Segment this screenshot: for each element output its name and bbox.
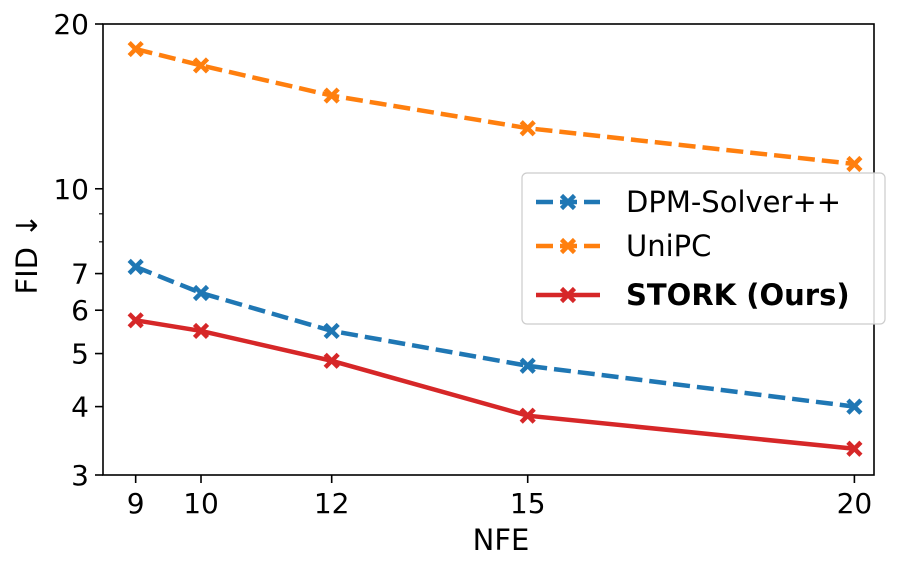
data-point-marker: [127, 312, 144, 329]
x-axis-ticks: 9 10 12 15 20: [127, 475, 872, 520]
series-1: [127, 40, 863, 173]
series-layer: [127, 40, 863, 457]
data-point-marker: [846, 398, 863, 415]
legend: DPM-Solver++ UniPC STORK (Ours): [521, 172, 886, 325]
series-0: [127, 258, 863, 415]
y-tick-label: 5: [71, 338, 89, 371]
data-point-marker: [559, 286, 577, 304]
series-line: [135, 46, 855, 167]
x-tick-label: 20: [837, 487, 873, 520]
data-point-marker: [519, 407, 536, 424]
data-point-marker: [192, 284, 210, 302]
data-point-marker: [127, 40, 144, 58]
y-tick-label: 10: [53, 173, 89, 206]
x-axis-label: NFE: [473, 523, 530, 557]
data-point-marker: [323, 352, 340, 369]
series-line: [135, 318, 855, 452]
legend-label: STORK (Ours): [626, 278, 850, 312]
x-tick-label: 9: [127, 487, 145, 520]
legend-label: DPM-Solver++: [626, 185, 841, 219]
x-tick-label: 15: [510, 487, 546, 520]
data-point-marker: [192, 57, 210, 74]
legend-frame: [521, 172, 886, 325]
legend-label: UniPC: [626, 229, 711, 263]
data-point-marker: [127, 258, 144, 275]
x-tick-label: 12: [314, 487, 350, 520]
data-point-marker: [519, 120, 536, 137]
x-tick-label: 10: [183, 487, 219, 520]
y-tick-label: 7: [71, 258, 89, 291]
data-point-marker: [323, 87, 340, 104]
y-axis-label: FID ↓: [10, 213, 44, 294]
data-point-marker: [559, 193, 577, 211]
data-point-marker: [519, 357, 536, 374]
data-point-marker: [846, 155, 863, 173]
data-point-marker: [559, 237, 577, 255]
y-tick-label: 6: [71, 294, 89, 327]
y-tick-label: 20: [53, 8, 89, 41]
y-axis-ticks: 3 4 5 67 10 20: [53, 8, 103, 492]
data-point-marker: [846, 440, 863, 457]
series-2: [127, 312, 863, 457]
data-point-marker: [192, 322, 210, 339]
data-point-marker: [323, 322, 340, 339]
y-tick-label: 3: [71, 459, 89, 492]
y-tick-label: 4: [71, 391, 89, 424]
